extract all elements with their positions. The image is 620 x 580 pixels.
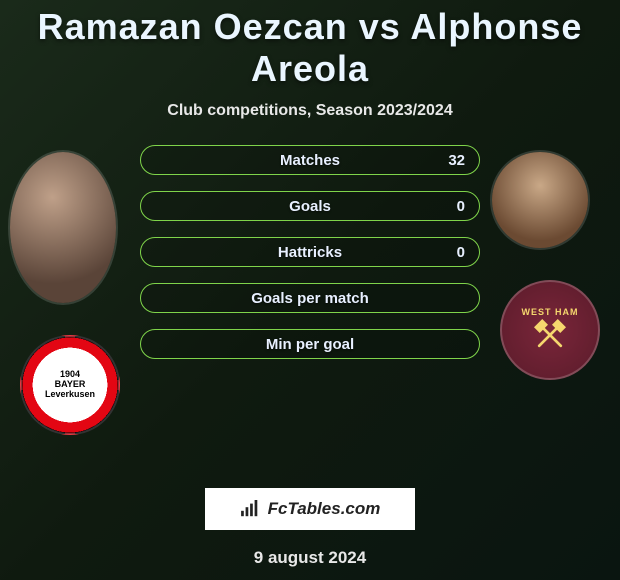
branding-badge: FcTables.com [205, 488, 415, 530]
club-right-name: WEST HAM [522, 307, 579, 317]
stat-label: Min per goal [266, 336, 354, 353]
stat-row-matches: Matches 32 [140, 145, 480, 175]
stat-row-goals: Goals 0 [140, 191, 480, 221]
page-subtitle: Club competitions, Season 2023/2024 [0, 102, 620, 120]
stat-label: Matches [280, 152, 340, 169]
stat-row-mpg: Min per goal [140, 329, 480, 359]
stat-value-right: 0 [457, 244, 465, 261]
club-left-crest-inner: 1904 BAYER Leverkusen [41, 356, 99, 414]
club-left-crest: 1904 BAYER Leverkusen [20, 335, 120, 435]
page-title: Ramazan Oezcan vs Alphonse Areola [0, 0, 620, 90]
player-right-avatar [490, 150, 590, 250]
comparison-panel: 1904 BAYER Leverkusen WEST HAM Matches 3… [0, 150, 620, 440]
hammers-icon [532, 317, 568, 353]
stat-value-right: 32 [448, 152, 465, 169]
stat-row-hattricks: Hattricks 0 [140, 237, 480, 267]
player-left-avatar [8, 150, 118, 305]
player-left-face [10, 152, 116, 303]
stat-label: Hattricks [278, 244, 342, 261]
chart-icon [240, 500, 262, 518]
club-left-city: Leverkusen [45, 390, 95, 400]
stat-rows: Matches 32 Goals 0 Hattricks 0 Goals per… [140, 145, 480, 375]
stat-label: Goals [289, 198, 331, 215]
club-right-crest: WEST HAM [500, 280, 600, 380]
footer-date: 9 august 2024 [0, 548, 620, 568]
player-right-face [492, 152, 588, 248]
stat-row-gpm: Goals per match [140, 283, 480, 313]
stat-label: Goals per match [251, 290, 369, 307]
stat-value-right: 0 [457, 198, 465, 215]
branding-text: FcTables.com [268, 499, 381, 519]
